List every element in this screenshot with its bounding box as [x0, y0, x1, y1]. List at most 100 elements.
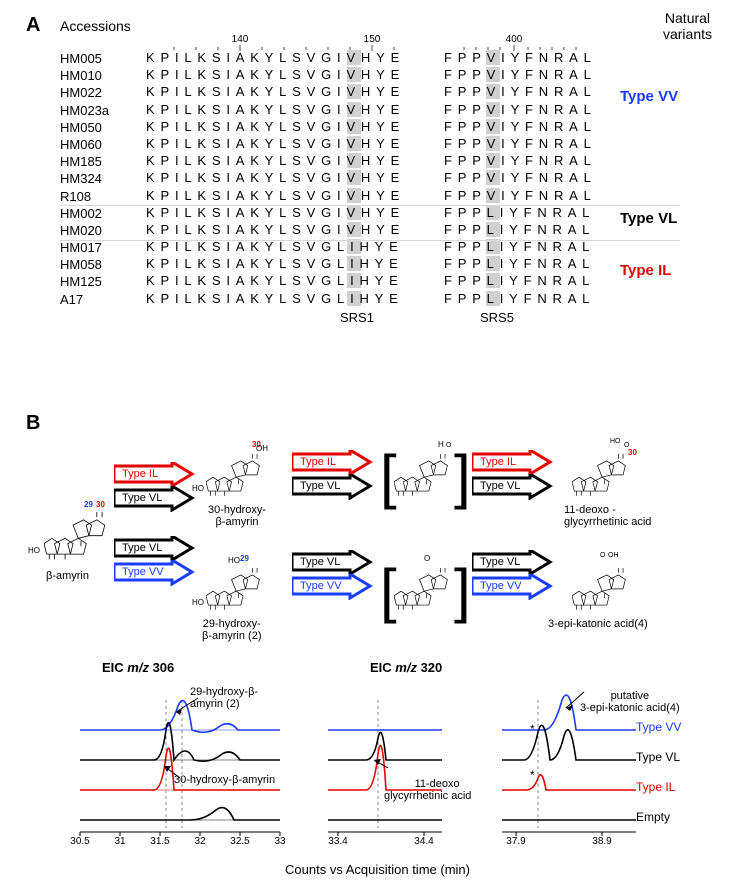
eic-306-title: EIC m/z 306: [102, 660, 174, 675]
seq-right: FPPLIYFNRAL: [444, 205, 600, 220]
arrow-vl-1: Type VL: [114, 486, 198, 512]
eic320b-group: * * putative 3-epi-katonic acid(4) Type …: [496, 682, 696, 842]
30oh-structure: 30 OH HO: [206, 450, 264, 502]
alignment-row: HM017KPILKSIAKYLSVGLIHYEFPPLIYFNRAL: [60, 239, 600, 256]
panel-b: 29 30 HO β-amyrin Type IL Type VL Type V…: [50, 420, 705, 640]
alignment-row: A17KPILKSIAKYLSVGLIHYEFPPLIYFNRAL: [60, 291, 600, 308]
seq-right: FPPVIYFNRAL: [444, 84, 600, 99]
star-vl: *: [530, 722, 535, 736]
accession-id: HM058: [60, 256, 146, 272]
type-vl-label: Type VL: [620, 210, 677, 227]
seq-right: FPPLIYFNRAL: [444, 273, 600, 288]
seq-left: KPILKSIAKYLSVGIVHYE: [146, 188, 418, 203]
alignment-row: HM010KPILKSIAKYLSVGIVHYEFPPVIYFNRAL: [60, 67, 600, 84]
x-axis-label: Counts vs Acquisition time (min): [285, 862, 470, 877]
seq-left: KPILKSIAKYLSVGIVHYE: [146, 205, 418, 220]
intermediate-bot: O: [394, 564, 452, 616]
seq-left: KPILKSIAKYLSVGIVHYE: [146, 119, 418, 134]
alignment-row: HM022KPILKSIAKYLSVGIVHYEFPPVIYFNRAL: [60, 84, 600, 101]
30oh-label: 30-hydroxy- β-amyrin: [208, 504, 266, 528]
alignment-row: HM002KPILKSIAKYLSVGIVHYE FPPLIYFNRAL: [60, 205, 600, 222]
arrow-vl-6: Type VL: [472, 550, 556, 576]
alignment-row: HM023aKPILKSIAKYLSVGIVHYEFPPVIYFNRAL: [60, 102, 600, 119]
trace-empty-label: Empty: [636, 810, 670, 824]
arrow-vl-2: Type VL: [114, 536, 198, 562]
accessions-header: Accessions: [60, 18, 131, 34]
deoxo-structure: HO O 30: [572, 450, 630, 502]
natural-variants-header: Natural variants: [663, 10, 712, 42]
seq-left: KPILKSIAKYLSVGIVHYE: [146, 153, 418, 168]
bracket-r-bot: ]: [454, 556, 471, 625]
ann-29oh: 29-hydroxy-β-amyrin (2): [190, 686, 290, 710]
alignment-row: HM125KPILKSIAKYLSVGLIHYE FPPLIYFNRAL: [60, 273, 600, 290]
tick-400: 400: [506, 34, 523, 45]
accession-id: HM060: [60, 136, 146, 152]
arrow-vl-4: Type VL: [292, 550, 376, 576]
trace-il-label: Type IL: [636, 780, 675, 794]
seq-right: FPPVIYFNRAL: [444, 50, 600, 65]
accession-id: R108: [60, 188, 146, 204]
seq-right: FPPLIYFNRAL: [444, 222, 600, 237]
arrow-il-1: Type IL: [114, 462, 198, 488]
c29-label: 29: [84, 500, 93, 509]
tick-150: 150: [364, 34, 381, 45]
eic-320-title: EIC m/z 320: [370, 660, 442, 675]
type-vv-label: Type VV: [620, 88, 678, 105]
seq-left: KPILKSIAKYLSVGIVHYE: [146, 170, 418, 185]
accession-id: HM020: [60, 222, 146, 238]
seq-right: FPPLIYFNRAL: [444, 256, 600, 271]
alignment-table: HM005KPILKSIAKYLSVGIVHYEFPPVIYFNRALHM010…: [60, 50, 600, 308]
alignment-row: R108KPILKSIAKYLSVGIVHYEFPPVIYFNRAL: [60, 188, 600, 205]
ann-deoxo: 11-deoxo glycyrrhetinic acid: [384, 754, 471, 814]
epikat-structure: O OH: [572, 564, 630, 616]
alignment-row: HM050KPILKSIAKYLSVGIVHYEFPPVIYFNRAL: [60, 119, 600, 136]
tick-140: 140: [232, 34, 249, 45]
seq-right: FPPVIYFNRAL: [444, 170, 600, 185]
accession-id: HM324: [60, 170, 146, 186]
seq-left: KPILKSIAKYLSVGLIHYE: [146, 273, 418, 288]
arrow-il-2: Type IL: [292, 450, 376, 476]
seq-right: FPPVIYFNRAL: [444, 119, 600, 134]
seq-left: KPILKSIAKYLSVGIVHYE: [146, 136, 418, 151]
arrow-vv-2: Type VV: [292, 574, 376, 600]
accession-id: HM017: [60, 239, 146, 255]
ann-30oh: 30-hydroxy-β-amyrin: [174, 774, 275, 786]
ruler-left: 140 150: [152, 36, 424, 48]
trace-vl-label: Type VL: [636, 750, 680, 764]
alignment-row: HM185KPILKSIAKYLSVGIVHYE FPPVIYFNRAL: [60, 153, 600, 170]
seq-left: KPILKSIAKYLSVGIVHYE: [146, 84, 418, 99]
c30-label: 30: [96, 500, 105, 509]
seq-left: KPILKSIAKYLSVGIVHYE: [146, 50, 418, 65]
accession-id: HM023a: [60, 102, 146, 118]
panel-b-label: B: [26, 412, 40, 435]
arrow-il-3: Type IL: [472, 450, 556, 476]
seq-right: FPPLIYFNRAL: [444, 291, 600, 306]
accession-id: HM002: [60, 205, 146, 221]
seq-left: KPILKSIAKYLSVGLIHYE: [146, 256, 418, 271]
star-il: *: [530, 768, 535, 782]
seq-right: FPPVIYFNRAL: [444, 102, 600, 117]
29oh-structure: 29 HO HO: [206, 564, 264, 616]
chromatograms: EIC m/z 306 EIC m/z 320: [50, 660, 705, 880]
srs5-label: SRS5: [480, 310, 514, 325]
alignment-row: HM058KPILKSIAKYLSVGLIHYE FPPLIYFNRAL: [60, 256, 600, 273]
ruler-right: 400: [452, 36, 608, 48]
panel-a-label: A: [26, 14, 40, 37]
arrow-vl-5: Type VL: [472, 474, 556, 500]
seq-left: KPILKSIAKYLSVGIVHYE: [146, 67, 418, 82]
seq-right: FPPVIYFNRAL: [444, 153, 600, 168]
alignment-row: HM060KPILKSIAKYLSVGIVHYEFPPVIYFNRAL: [60, 136, 600, 153]
arrow-vl-3: Type VL: [292, 474, 376, 500]
accession-id: HM125: [60, 273, 146, 289]
seq-left: KPILKSIAKYLSVGLIHYE: [146, 291, 418, 306]
seq-left: KPILKSIAKYLSVGIVHYE: [146, 222, 418, 237]
arrow-vv-1: Type VV: [114, 560, 198, 586]
pathway-diagram: 29 30 HO β-amyrin Type IL Type VL Type V…: [50, 420, 705, 640]
accession-id: HM005: [60, 50, 146, 66]
seq-right: FPPVIYFNRAL: [444, 67, 600, 82]
beta-amyrin-label: β-amyrin: [46, 570, 89, 582]
alignment-row: HM005KPILKSIAKYLSVGIVHYE FPPVIYFNRAL: [60, 50, 600, 67]
accession-id: HM185: [60, 153, 146, 169]
type-il-label: Type IL: [620, 262, 671, 279]
eic306-group: 29-hydroxy-β-amyrin (2) 30-hydroxy-β-amy…: [70, 682, 290, 842]
